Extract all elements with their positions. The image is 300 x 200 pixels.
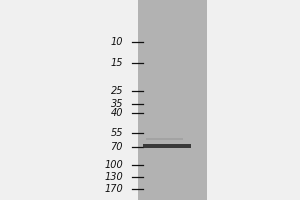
Text: 10: 10 xyxy=(110,37,123,47)
Text: 55: 55 xyxy=(110,128,123,138)
Text: 70: 70 xyxy=(110,142,123,152)
Text: 25: 25 xyxy=(110,86,123,96)
Text: 100: 100 xyxy=(104,160,123,170)
Text: 130: 130 xyxy=(104,172,123,182)
Text: 35: 35 xyxy=(110,99,123,109)
Text: 40: 40 xyxy=(110,108,123,118)
Text: 170: 170 xyxy=(104,184,123,194)
Bar xyxy=(146,138,183,140)
Bar xyxy=(138,0,207,200)
Text: 15: 15 xyxy=(110,58,123,68)
Bar xyxy=(143,144,190,148)
